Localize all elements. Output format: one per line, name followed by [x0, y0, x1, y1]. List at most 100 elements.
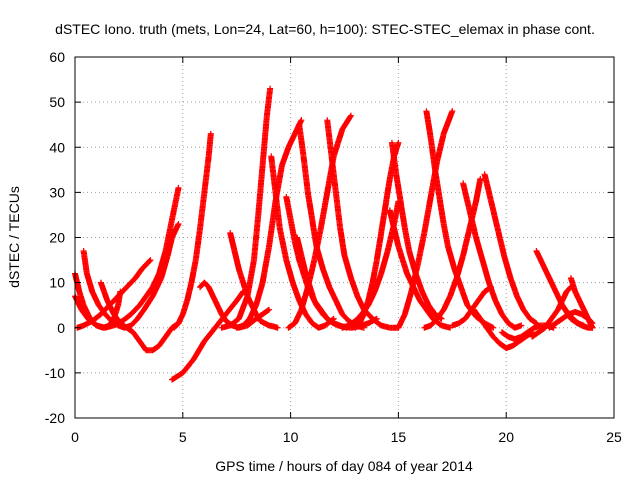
data-point	[255, 163, 266, 218]
x-tick-label: 15	[391, 429, 407, 445]
data-point	[490, 333, 502, 346]
data-point	[466, 207, 479, 240]
data-point	[179, 298, 190, 318]
data-point	[421, 195, 434, 236]
data-point	[143, 258, 153, 268]
data-point	[285, 320, 297, 331]
data-point	[479, 257, 492, 285]
data-point	[276, 225, 289, 262]
data-point	[417, 297, 429, 312]
data-point	[408, 262, 421, 295]
data-point	[546, 320, 558, 331]
data-point	[520, 306, 533, 321]
y-tick-label: 30	[49, 184, 65, 200]
y-tick-label: 40	[49, 139, 65, 155]
data-point	[291, 307, 304, 327]
data-point	[425, 302, 438, 317]
series-24	[421, 175, 484, 331]
data-point	[542, 316, 554, 331]
data-point	[492, 297, 505, 317]
data-point	[488, 198, 501, 231]
data-point	[158, 253, 171, 282]
data-point	[302, 270, 313, 289]
data-point	[95, 302, 108, 317]
data-point	[514, 293, 526, 312]
data-point	[414, 231, 427, 268]
data-point	[190, 339, 207, 363]
data-point	[518, 322, 525, 329]
data-point	[259, 244, 272, 286]
data-point	[378, 204, 389, 236]
series-6	[169, 288, 247, 383]
data-point	[231, 248, 242, 271]
data-point	[326, 284, 339, 303]
data-point	[83, 270, 95, 294]
data-point	[235, 294, 250, 322]
y-tick-label: 20	[49, 230, 65, 246]
data-point	[475, 289, 487, 304]
data-point	[324, 117, 335, 158]
x-tick-label: 20	[498, 429, 514, 445]
data-point	[141, 294, 155, 313]
data-point	[395, 243, 406, 262]
data-point	[149, 276, 164, 300]
data-point	[171, 321, 181, 331]
data-point	[179, 357, 196, 376]
data-point	[235, 266, 246, 285]
data-point	[559, 302, 571, 317]
data-point	[222, 298, 239, 318]
data-point	[201, 154, 212, 196]
data-point	[468, 298, 481, 313]
data-point	[399, 257, 410, 276]
data-point	[401, 289, 414, 318]
data-point	[311, 297, 324, 312]
data-point	[207, 130, 214, 137]
data-point	[347, 112, 354, 119]
data-point	[317, 306, 330, 321]
data-point	[104, 297, 117, 317]
data-point	[455, 316, 468, 327]
data-point	[488, 284, 495, 291]
data-point	[378, 249, 391, 277]
data-point	[434, 131, 447, 164]
data-point	[526, 315, 539, 326]
data-point	[352, 321, 362, 331]
data-point	[283, 193, 294, 222]
data-point	[369, 315, 384, 328]
data-point	[300, 153, 311, 195]
data-point	[244, 258, 257, 300]
series-4	[80, 220, 182, 331]
data-point	[108, 318, 121, 328]
data-point	[473, 234, 486, 262]
data-point	[572, 318, 584, 328]
data-point	[156, 334, 168, 349]
data-point	[313, 243, 326, 271]
data-point	[263, 86, 273, 119]
data-point	[419, 288, 431, 308]
data-point	[130, 329, 142, 344]
data-point	[302, 311, 315, 326]
data-point	[289, 279, 302, 303]
data-point	[440, 294, 453, 313]
data-point	[307, 284, 317, 303]
data-point	[337, 225, 348, 258]
series-26	[481, 171, 540, 327]
series-10	[218, 85, 274, 331]
data-point	[548, 307, 561, 322]
data-point	[328, 153, 339, 195]
data-point	[78, 306, 91, 321]
data-point	[169, 186, 182, 223]
data-point	[449, 108, 456, 115]
data-point	[259, 113, 270, 169]
data-markers	[72, 85, 596, 383]
data-point	[156, 249, 169, 277]
data-point	[136, 294, 149, 309]
data-point	[341, 252, 354, 280]
data-point	[268, 153, 279, 195]
data-point	[296, 121, 307, 158]
data-point	[477, 315, 490, 330]
data-point	[250, 213, 262, 264]
data-point	[427, 135, 438, 172]
data-point	[169, 222, 181, 241]
